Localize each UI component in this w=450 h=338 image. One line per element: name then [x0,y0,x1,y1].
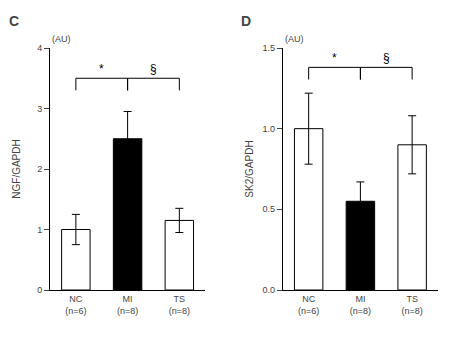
svg-text:1.5: 1.5 [262,43,275,53]
svg-text:MI(n=8): MI(n=8) [350,294,371,316]
svg-text:0.0: 0.0 [262,285,275,295]
svg-text:2: 2 [37,164,42,174]
svg-text:*: * [99,62,104,76]
svg-text:1: 1 [37,225,42,235]
svg-text:NC(n=6): NC(n=6) [65,294,86,316]
svg-text:4: 4 [37,43,42,53]
svg-text:§: § [150,62,157,76]
svg-text:SK2/GAPDH: SK2/GAPDH [244,140,255,197]
svg-text:MI(n=8): MI(n=8) [117,294,138,316]
svg-text:NGF/GAPDH: NGF/GAPDH [11,139,22,198]
svg-text:TS(n=8): TS(n=8) [169,294,190,316]
svg-text:C: C [9,13,19,29]
svg-text:0: 0 [37,285,42,295]
svg-text:(AU): (AU) [52,34,71,44]
svg-text:0.5: 0.5 [262,204,275,214]
svg-text:*: * [332,51,337,65]
svg-text:TS(n=8): TS(n=8) [401,294,422,316]
svg-text:D: D [241,13,251,29]
svg-text:§: § [383,51,390,65]
svg-text:NC(n=6): NC(n=6) [298,294,319,316]
svg-text:3: 3 [37,104,42,114]
svg-text:1.0: 1.0 [262,124,275,134]
svg-text:(AU): (AU) [285,34,304,44]
